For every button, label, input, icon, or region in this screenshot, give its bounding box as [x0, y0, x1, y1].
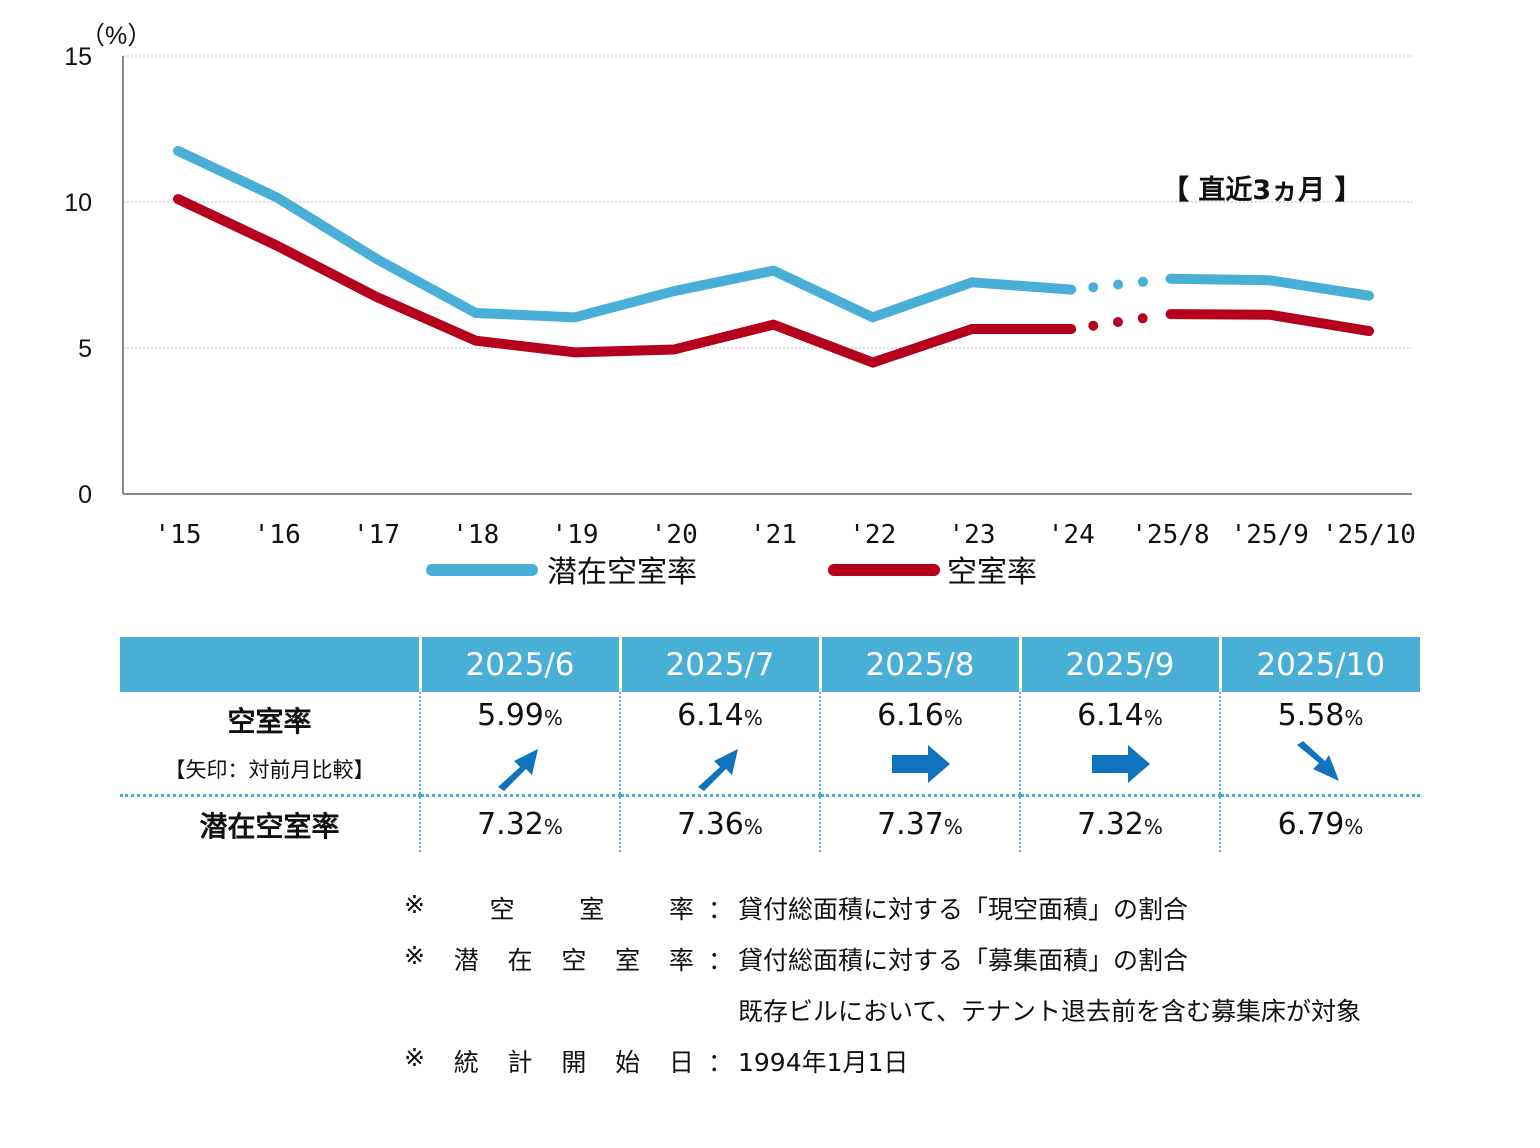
y-unit-label: （%）: [80, 22, 152, 50]
vacancy-row-label-cell: 空室率 【矢印：対前月比較】: [120, 692, 420, 797]
y-tick-labels: 0 5 10 15: [64, 43, 92, 509]
vacancy-cell: 5.58%: [1219, 692, 1420, 797]
footnote-mark: ※: [404, 890, 425, 919]
x-tick-label: '19: [552, 520, 599, 550]
vacancy-cell: 6.14%: [619, 692, 820, 797]
arrow-up-right-icon: [421, 735, 619, 793]
x-tick-label: '24: [1048, 520, 1095, 550]
x-tick-label: '21: [750, 520, 797, 550]
grid-lines: [123, 55, 1412, 349]
footnote-text: 貸付総面積に対する「現空面積」の割合: [738, 895, 1189, 924]
footnote-label-char: 室: [615, 946, 641, 975]
footnote-label-char: 潜: [453, 946, 479, 975]
potential-cell: 7.32%: [419, 795, 620, 852]
table-header-month: 2025/7: [618, 637, 820, 692]
potential-cell: 7.37%: [819, 795, 1020, 852]
footnote-text: 既存ビルにおいて、テナント退去前を含む募集床が対象: [738, 997, 1362, 1026]
potential-cell: 7.36%: [619, 795, 820, 852]
x-tick-label: '25/9: [1231, 520, 1309, 550]
footnote-label-char: 計: [507, 1048, 533, 1077]
potential-value: 6.79%: [1277, 807, 1364, 842]
table-header-month: 2025/9: [1018, 637, 1220, 692]
footnote-label-char: 率: [668, 946, 694, 975]
footnote-label-char: 率: [668, 895, 694, 924]
footnote-colon: ：: [708, 895, 734, 924]
series-line-recent: [1165, 273, 1374, 301]
footnote-label-char: 統: [453, 1048, 479, 1077]
table-row-vacancy: 空室率 【矢印：対前月比較】 5.99% 6.14% 6.16% 6.14% 5.58%: [120, 692, 1420, 797]
y-tick-label: 15: [64, 43, 92, 71]
series-line-annual: [173, 145, 1077, 323]
potential-cell: 6.79%: [1219, 795, 1420, 852]
footnote-mark: ※: [404, 941, 425, 970]
x-tick-label: '18: [452, 520, 499, 550]
table-row-potential: 潜在空室率 7.32% 7.36% 7.37% 7.32% 6.79%: [120, 795, 1420, 853]
legend: 潜在空室率 空室率: [426, 555, 1037, 590]
table-header-month: 2025/10: [1218, 637, 1420, 692]
arrow-right-icon: [821, 735, 1019, 793]
vacancy-cell: 6.16%: [819, 692, 1020, 797]
footnote-text: 貸付総面積に対する「募集面積」の割合: [738, 946, 1189, 975]
table-header-month: 2025/8: [818, 637, 1020, 692]
footnote-label-char: 空: [489, 895, 515, 924]
vacancy-cell: 5.99%: [419, 692, 620, 797]
vacancy-row-sublabel: 【矢印：対前月比較】: [164, 758, 375, 782]
vacancy-value: 6.14%: [677, 698, 763, 733]
y-tick-label: 10: [64, 189, 92, 217]
arrow-up-right-icon: [621, 735, 819, 793]
y-tick-label: 5: [78, 335, 92, 363]
table-header-month: 2025/6: [418, 637, 620, 692]
potential-value: 7.32%: [477, 807, 563, 842]
potential-value: 7.36%: [677, 807, 763, 842]
vacancy-value: 5.58%: [1277, 698, 1364, 733]
x-tick-label: '16: [254, 520, 301, 550]
table-header-blank: [120, 637, 420, 692]
footnote-colon: ：: [708, 946, 734, 975]
footnote-colon: ：: [708, 1048, 734, 1077]
series-connector-dotted: [1088, 276, 1154, 293]
series-connector-dotted: [1088, 312, 1154, 331]
arrow-right-icon: [1021, 735, 1219, 793]
footnote-label-char: 在: [507, 946, 533, 975]
x-tick-label: '22: [849, 520, 896, 550]
line-chart: （%） 0 5 10 15 '15 '16 '17 '18 '19 '20 '21 '22 '23 '2…: [64, 22, 1416, 590]
footnote-text: 1994年1月1日: [738, 1048, 909, 1077]
monthly-table: 2025/6 2025/7 2025/8 2025/9 2025/10 空室率 …: [120, 637, 1420, 852]
potential-row-label: 潜在空室率: [199, 809, 340, 843]
footnote-label-char: 開: [561, 1048, 587, 1077]
legend-label-vacancy: 空室率: [947, 555, 1037, 590]
arrow-down-right-icon: [1221, 735, 1420, 793]
footnote-label-char: 日: [668, 1048, 694, 1077]
footnote-mark: ※: [404, 1043, 425, 1072]
vacancy-row-label: 空室率: [227, 705, 312, 738]
y-tick-label: 0: [78, 481, 92, 509]
footnote-label-char: 空: [561, 946, 587, 975]
x-tick-label: '15: [155, 520, 202, 550]
vacancy-cell: 6.14%: [1019, 692, 1220, 797]
x-tick-labels: '15 '16 '17 '18 '19 '20 '21 '22 '23 '24 '25/8 '25/9…: [155, 520, 1416, 550]
x-tick-label: '20: [651, 520, 698, 550]
potential-row-label-cell: 潜在空室率: [120, 796, 420, 853]
x-tick-label: '17: [353, 520, 400, 550]
table-header-row: 2025/6 2025/7 2025/8 2025/9 2025/10: [120, 637, 1420, 692]
potential-value: 7.32%: [1077, 807, 1163, 842]
potential-cell: 7.32%: [1019, 795, 1220, 852]
series-lines: [173, 145, 1374, 368]
footnote-label-char: 室: [579, 895, 605, 924]
legend-label-potential: 潜在空室率: [547, 555, 697, 590]
potential-value: 7.37%: [877, 807, 963, 842]
x-tick-label: '25/8: [1131, 520, 1209, 550]
x-tick-label: '23: [949, 520, 996, 550]
footnote-label: ※ 統計開始日: [404, 1043, 694, 1079]
x-tick-label: '25/10: [1322, 520, 1416, 550]
footnote-label-char: 始: [615, 1048, 641, 1077]
series-line-annual: [173, 194, 1077, 368]
vacancy-value: 6.14%: [1077, 698, 1163, 733]
recent-annotation: 【 直近3ヵ月 】: [1162, 175, 1362, 206]
series-line-recent: [1165, 309, 1374, 337]
vacancy-value: 5.99%: [477, 698, 563, 733]
vacancy-value: 6.16%: [877, 698, 963, 733]
footnote-label: ※ 空 室 率: [404, 890, 694, 926]
footnote-label: ※ 潜在空室率: [404, 941, 694, 977]
